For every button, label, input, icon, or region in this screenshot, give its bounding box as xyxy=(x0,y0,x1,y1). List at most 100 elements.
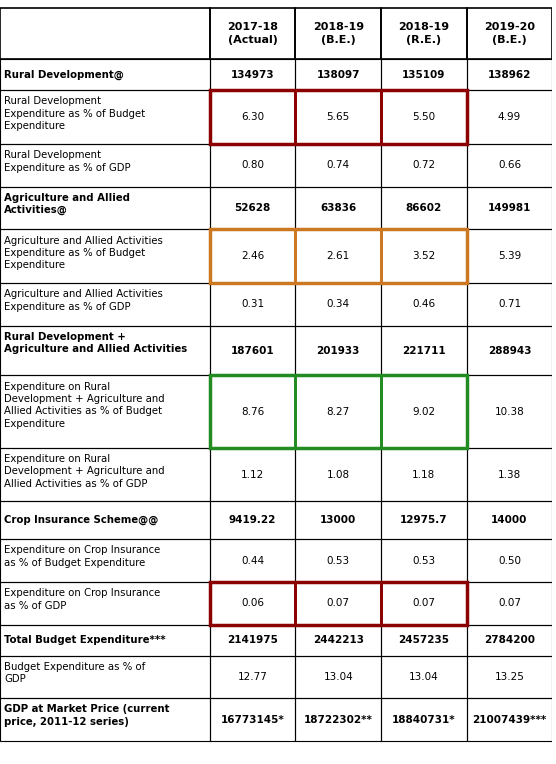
Bar xyxy=(210,229,295,283)
Text: 5.39: 5.39 xyxy=(498,251,521,261)
Bar xyxy=(295,144,381,186)
Bar xyxy=(381,229,466,283)
Text: Total Budget Expenditure***: Total Budget Expenditure*** xyxy=(4,635,166,645)
Text: 0.07: 0.07 xyxy=(498,598,521,608)
Text: 2018-19
(R.E.): 2018-19 (R.E.) xyxy=(398,22,449,44)
Text: 138962: 138962 xyxy=(488,70,531,79)
Text: 2019-20
(B.E.): 2019-20 (B.E.) xyxy=(484,22,535,44)
Text: 0.44: 0.44 xyxy=(241,555,264,565)
Text: 2.46: 2.46 xyxy=(241,251,264,261)
Bar xyxy=(466,90,552,144)
Bar xyxy=(0,448,210,501)
Text: Budget Expenditure as % of
GDP: Budget Expenditure as % of GDP xyxy=(4,662,146,685)
Bar xyxy=(295,698,381,741)
Bar xyxy=(0,186,210,229)
Bar xyxy=(295,8,381,60)
Bar xyxy=(295,186,381,229)
Bar xyxy=(381,625,466,656)
Bar xyxy=(295,375,381,448)
Bar xyxy=(210,375,295,448)
Bar xyxy=(466,698,552,741)
Bar xyxy=(381,501,466,539)
Text: 187601: 187601 xyxy=(231,345,275,355)
Bar xyxy=(381,448,466,501)
Bar xyxy=(381,582,466,625)
Bar xyxy=(295,90,381,144)
Text: 18722302**: 18722302** xyxy=(304,715,373,725)
Text: GDP at Market Price (current
price, 2011-12 series): GDP at Market Price (current price, 2011… xyxy=(4,704,170,727)
Bar xyxy=(210,375,466,448)
Text: 21007439***: 21007439*** xyxy=(473,715,547,725)
Text: 2017-18
(Actual): 2017-18 (Actual) xyxy=(227,22,278,44)
Bar xyxy=(0,229,210,283)
Bar xyxy=(210,186,295,229)
Bar xyxy=(381,698,466,741)
Bar xyxy=(210,625,295,656)
Bar xyxy=(466,656,552,698)
Bar xyxy=(295,656,381,698)
Text: 63836: 63836 xyxy=(320,203,356,213)
Text: 0.31: 0.31 xyxy=(241,299,264,309)
Bar xyxy=(210,582,466,625)
Text: 14000: 14000 xyxy=(492,516,528,526)
Text: 2784200: 2784200 xyxy=(484,635,535,645)
Bar xyxy=(295,539,381,582)
Text: 288943: 288943 xyxy=(488,345,531,355)
Text: 0.53: 0.53 xyxy=(413,555,435,565)
Text: 2.61: 2.61 xyxy=(326,251,350,261)
Text: Agriculture and Allied Activities
Expenditure as % of Budget
Expenditure: Agriculture and Allied Activities Expend… xyxy=(4,235,163,270)
Text: 0.72: 0.72 xyxy=(413,160,435,170)
Bar xyxy=(0,501,210,539)
Bar xyxy=(295,283,381,325)
Bar xyxy=(0,144,210,186)
Text: 13000: 13000 xyxy=(320,516,356,526)
Text: 1.08: 1.08 xyxy=(327,470,350,480)
Bar xyxy=(210,698,295,741)
Text: 0.66: 0.66 xyxy=(498,160,521,170)
Text: 1.38: 1.38 xyxy=(498,470,521,480)
Bar xyxy=(295,625,381,656)
Bar xyxy=(466,229,552,283)
Text: 0.50: 0.50 xyxy=(498,555,521,565)
Bar xyxy=(466,625,552,656)
Bar xyxy=(210,448,295,501)
Bar xyxy=(466,186,552,229)
Bar xyxy=(381,186,466,229)
Text: 13.04: 13.04 xyxy=(409,672,439,682)
Text: 13.04: 13.04 xyxy=(324,672,353,682)
Text: 12975.7: 12975.7 xyxy=(400,516,448,526)
Bar xyxy=(210,539,295,582)
Text: Agriculture and Allied
Activities@: Agriculture and Allied Activities@ xyxy=(4,193,131,215)
Bar xyxy=(210,90,295,144)
Text: 8.76: 8.76 xyxy=(241,406,264,416)
Text: 9419.22: 9419.22 xyxy=(229,516,276,526)
Bar xyxy=(210,144,295,186)
Text: 10.38: 10.38 xyxy=(495,406,524,416)
Text: 0.34: 0.34 xyxy=(327,299,350,309)
Text: 8.27: 8.27 xyxy=(326,406,350,416)
Bar xyxy=(466,283,552,325)
Bar xyxy=(466,144,552,186)
Text: 0.53: 0.53 xyxy=(327,555,350,565)
Text: 0.07: 0.07 xyxy=(327,598,350,608)
Text: 135109: 135109 xyxy=(402,70,445,79)
Text: 1.18: 1.18 xyxy=(412,470,435,480)
Bar xyxy=(381,375,466,448)
Bar xyxy=(381,90,466,144)
Text: 0.07: 0.07 xyxy=(413,598,435,608)
Text: 201933: 201933 xyxy=(316,345,360,355)
Bar xyxy=(210,229,466,283)
Text: 2442213: 2442213 xyxy=(313,635,364,645)
Bar xyxy=(0,283,210,325)
Bar xyxy=(295,325,381,375)
Bar xyxy=(381,8,466,60)
Bar xyxy=(210,60,295,90)
Text: 6.30: 6.30 xyxy=(241,112,264,122)
Bar xyxy=(210,582,295,625)
Bar xyxy=(466,582,552,625)
Text: 52628: 52628 xyxy=(235,203,271,213)
Bar xyxy=(295,582,381,625)
Text: Agriculture and Allied Activities
Expenditure as % of GDP: Agriculture and Allied Activities Expend… xyxy=(4,290,163,312)
Text: 3.52: 3.52 xyxy=(412,251,435,261)
Bar xyxy=(210,325,295,375)
